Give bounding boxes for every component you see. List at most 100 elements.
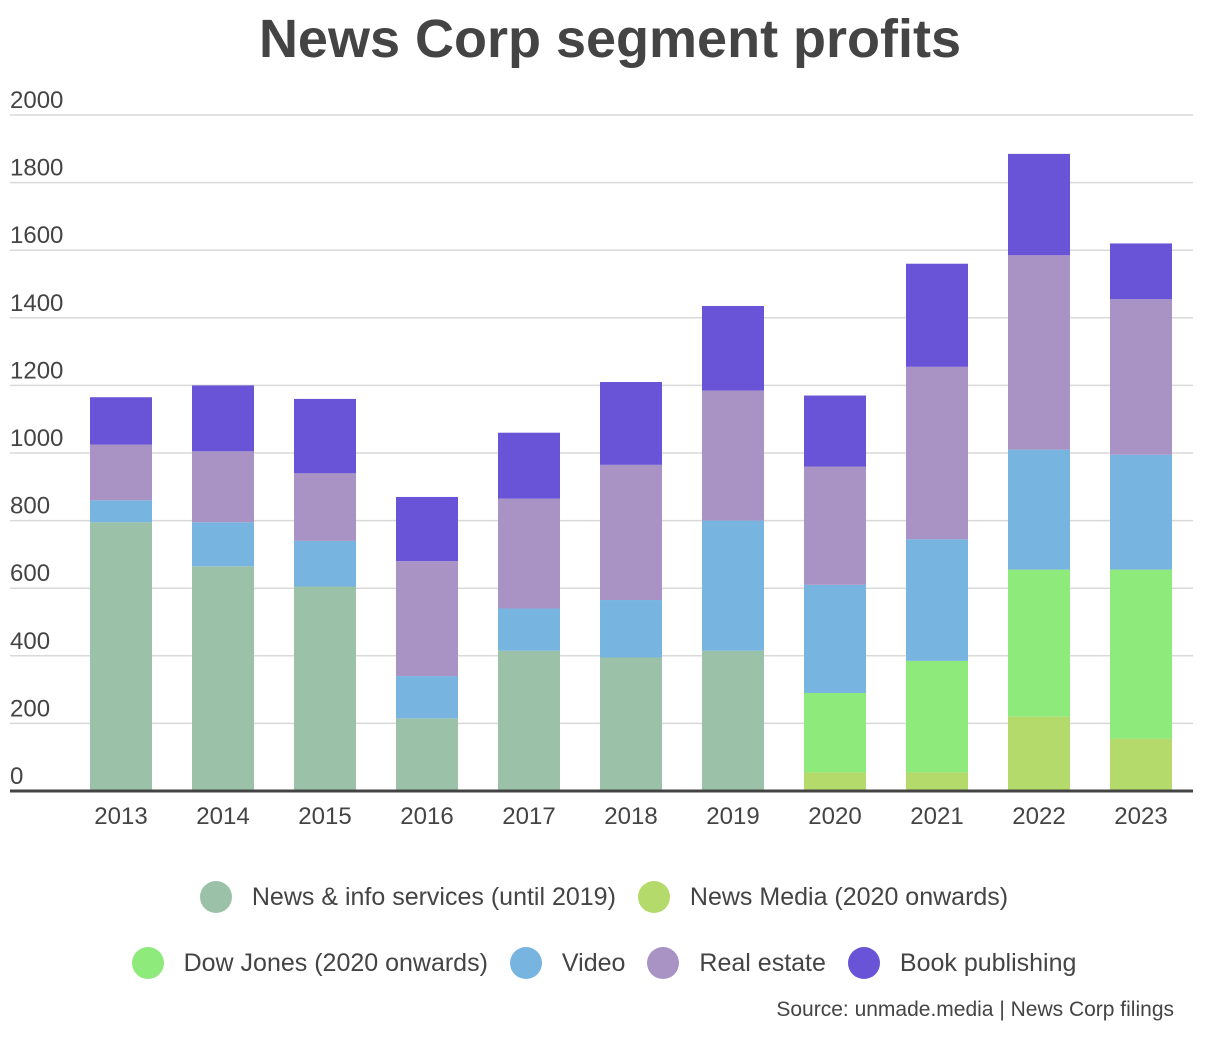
y-tick-label: 0	[10, 763, 23, 790]
y-tick-label: 2000	[10, 87, 63, 114]
bar-segment	[498, 498, 560, 609]
bar-segment	[396, 496, 458, 562]
bar-segment	[804, 466, 866, 585]
legend-swatch	[199, 881, 232, 913]
bar-segment	[498, 650, 560, 791]
bar-stack-2020	[804, 395, 866, 791]
bar-segment	[702, 520, 764, 651]
y-tick-label: 1800	[10, 155, 63, 182]
bar-stack-2021	[906, 263, 968, 791]
legend-label: Book publishing	[899, 948, 1077, 977]
x-axis-tick-labels: 2013 2014 2015 2016 2017 2018 2019 2020 2021 2022…	[94, 803, 1167, 830]
bar-segment	[294, 540, 356, 587]
y-tick-label: 1600	[10, 222, 63, 249]
stacked-bar-chart: 0 200 400 600 800 1000 1200 1400 1600 1800 2000 20…	[10, 87, 1193, 830]
bar-segment	[1008, 153, 1070, 256]
bar-stack-2015	[294, 398, 356, 791]
bar-stack-2018	[600, 382, 662, 791]
legend-swatch	[637, 881, 670, 913]
legend-swatch	[131, 947, 164, 979]
bar-segment	[1008, 716, 1070, 791]
y-tick-label: 1000	[10, 425, 63, 452]
bar-segment	[1110, 569, 1172, 739]
bar-segment	[396, 561, 458, 677]
x-tick-label: 2019	[706, 803, 759, 830]
legend-item-book-publishing: Book publishing	[847, 947, 1077, 979]
bar-segment	[1110, 738, 1172, 791]
x-tick-label: 2022	[1012, 803, 1065, 830]
legend-swatch	[647, 947, 680, 979]
bar-stack-2023	[1110, 243, 1172, 791]
bar-segment	[600, 600, 662, 658]
bar-segment	[192, 566, 254, 791]
legend-label: Dow Jones (2020 onwards)	[183, 948, 488, 977]
x-tick-label: 2015	[298, 803, 351, 830]
bar-segment	[1008, 255, 1070, 450]
bar-segment	[90, 522, 152, 791]
bar-stack-2017	[498, 432, 560, 791]
bar-segment	[1008, 569, 1070, 717]
legend-swatch	[847, 947, 880, 979]
x-tick-label: 2023	[1114, 803, 1167, 830]
y-tick-label: 1200	[10, 357, 63, 384]
legend-label: Real estate	[699, 948, 826, 977]
bar-segment	[906, 772, 968, 791]
source-note: Source: unmade.media | News Corp filings	[776, 998, 1174, 1021]
bar-segment	[294, 473, 356, 541]
bar-stack-2022	[1008, 153, 1070, 791]
bar-stack-2019	[702, 305, 764, 791]
y-tick-label: 600	[10, 560, 50, 587]
legend-item-dow-jones: Dow Jones (2020 onwards)	[131, 947, 488, 979]
x-tick-label: 2021	[910, 803, 963, 830]
y-tick-label: 400	[10, 628, 50, 655]
bar-segment	[90, 397, 152, 445]
bar-segment	[498, 608, 560, 651]
legend-item-news-media: News Media (2020 onwards)	[637, 881, 1009, 913]
bar-segment	[294, 398, 356, 474]
bar-segment	[702, 650, 764, 791]
bar-segment	[906, 539, 968, 661]
bar-segment	[804, 772, 866, 791]
legend-item-news-info: News & info services (until 2019)	[199, 881, 616, 913]
bar-segment	[1110, 243, 1172, 300]
bar-segment	[906, 366, 968, 540]
y-axis-tick-labels: 0 200 400 600 800 1000 1200 1400 1600 1800 2000	[10, 87, 63, 790]
chart-title: News Corp segment profits	[258, 9, 962, 69]
bar-segment	[906, 263, 968, 367]
bar-segment	[906, 660, 968, 773]
legend-label: News & info services (until 2019)	[251, 882, 616, 911]
bar-segment	[396, 676, 458, 719]
bar-segment	[192, 522, 254, 567]
bar-segment	[600, 382, 662, 465]
bars	[90, 153, 1172, 791]
x-tick-label: 2016	[400, 803, 453, 830]
bar-segment	[804, 692, 866, 773]
bar-segment	[804, 395, 866, 467]
bar-segment	[702, 390, 764, 521]
bar-segment	[192, 385, 254, 452]
legend-row-2: Dow Jones (2020 onwards) Video Real esta…	[0, 947, 1208, 979]
bar-segment	[90, 444, 152, 501]
x-tick-label: 2018	[604, 803, 657, 830]
legend-label: News Media (2020 onwards)	[689, 882, 1009, 911]
bar-segment	[1110, 454, 1172, 570]
bar-segment	[498, 432, 560, 499]
legend-item-real-estate: Real estate	[647, 947, 826, 979]
bar-stack-2016	[396, 496, 458, 791]
x-tick-label: 2020	[808, 803, 861, 830]
bar-segment	[600, 464, 662, 601]
legend-swatch	[509, 947, 542, 979]
bar-segment	[294, 586, 356, 791]
bar-segment	[1110, 299, 1172, 455]
y-tick-label: 200	[10, 695, 50, 722]
bar-segment	[600, 657, 662, 791]
legend-row-1: News & info services (until 2019) News M…	[0, 881, 1208, 913]
bar-segment	[804, 584, 866, 693]
bar-segment	[90, 500, 152, 523]
bar-segment	[396, 718, 458, 791]
x-tick-label: 2014	[196, 803, 249, 830]
y-tick-label: 800	[10, 493, 50, 520]
y-tick-label: 1400	[10, 290, 63, 317]
legend-label: Video	[561, 948, 626, 977]
legend-item-video: Video	[509, 947, 626, 979]
